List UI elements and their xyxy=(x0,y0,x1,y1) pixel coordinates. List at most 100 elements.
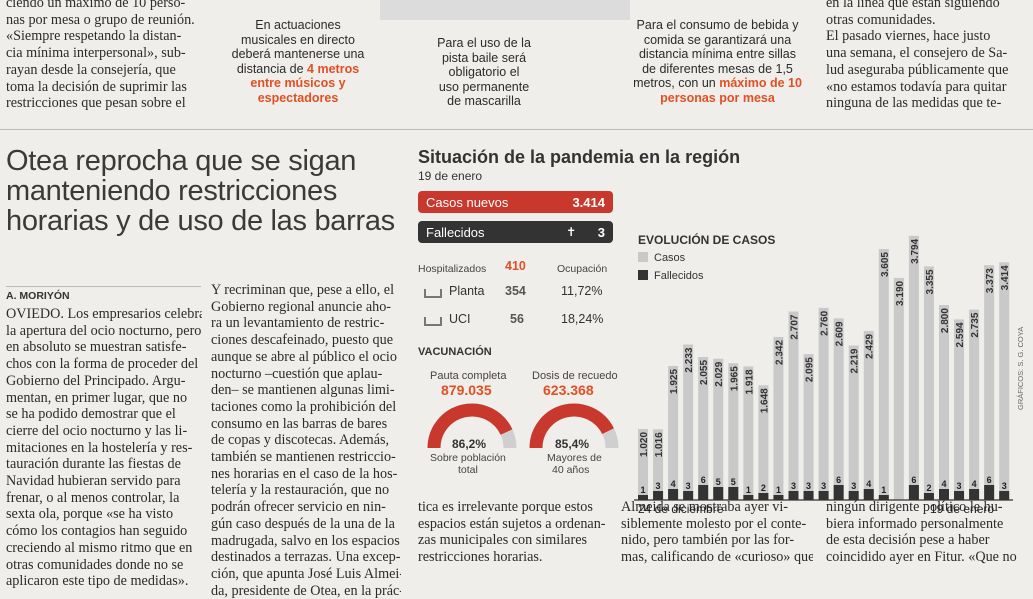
cases-value-label: 3.605 xyxy=(880,252,891,277)
cases-value-label: 2.735 xyxy=(970,312,981,337)
graphics-credit: GRÁFICOS: S. G. COYA xyxy=(1016,326,1025,410)
text-line: mentan, en primer lugar, que no xyxy=(6,389,188,406)
pauta-value: 879.035 xyxy=(441,382,492,398)
deaths-value-label: 4 xyxy=(866,479,871,489)
text-line: restricciones horarias. xyxy=(418,549,543,566)
text-line: nas por mesa o grupo de reunión. xyxy=(6,11,195,28)
deaths-value-label: 6 xyxy=(911,475,916,485)
cases-bar xyxy=(713,358,724,500)
x-end-label: 19 de enero xyxy=(930,502,994,516)
deaths-bar xyxy=(878,495,889,500)
deaths-bar xyxy=(833,485,844,500)
cases-bar xyxy=(848,345,859,500)
text-line: zas municipales con similares xyxy=(418,532,588,549)
pauta-sub-1: Sobre población xyxy=(430,452,506,464)
text-line: restricciones que pesan sobre el xyxy=(6,95,186,112)
planta-label: Planta xyxy=(449,284,485,298)
x-start-label: 24 de diciembre xyxy=(638,502,724,516)
caption-line: En actuaciones xyxy=(255,18,341,32)
booster-sub-1: Mayores de xyxy=(547,452,602,464)
deaths-bar xyxy=(638,495,648,500)
text-line: de copas y discotecas. Además, xyxy=(211,432,390,449)
deaths-bar xyxy=(668,489,679,500)
deaths-value-label: 3 xyxy=(1002,481,1007,491)
caption-line: Para el uso de la xyxy=(437,36,531,50)
cases-value-label: 1.925 xyxy=(669,369,680,394)
deaths-value-label: 3 xyxy=(686,481,691,491)
text-line: Gobierno del Principado. Argu- xyxy=(6,372,186,389)
cases-bar xyxy=(683,344,694,500)
text-line: aplicaron este tipo de medidas». xyxy=(6,573,189,590)
text-line: de esta decisión pese a haber xyxy=(826,532,990,549)
pauta-gauge xyxy=(427,403,517,449)
deaths-bar xyxy=(954,491,965,500)
deaths-value-label: 6 xyxy=(701,475,706,485)
text-line: Gobierno regional anuncie aho- xyxy=(211,298,392,315)
top-column-1: ciendo un máximo de 10 perso-nas por mes… xyxy=(6,0,196,112)
text-line: telería y la restauración, que no xyxy=(211,482,390,499)
text-line: una semana, el consejero de Sa- xyxy=(826,45,1008,62)
deaths-bar xyxy=(773,495,784,500)
deaths-value-label: 6 xyxy=(987,475,992,485)
text-line: Almeida se mostraba ayer vi- xyxy=(621,499,789,515)
text-line: mitaciones en la hostelería y res- xyxy=(6,439,193,456)
cases-bar xyxy=(803,354,814,500)
caption-line: distancia mínima entre sillas xyxy=(638,47,796,61)
article-column-5: ningún dirigente político le hu-biera in… xyxy=(826,499,1018,566)
deaths-value-label: 1 xyxy=(881,485,886,495)
text-line: toma la decisión de suprimir las xyxy=(6,78,187,95)
deaths-bar xyxy=(788,491,799,500)
deaths-pill: Fallecidos ✝ 3 xyxy=(418,221,613,243)
cases-bar xyxy=(668,365,679,500)
cases-value-label: 1.965 xyxy=(729,366,740,391)
cases-value-label: 2.707 xyxy=(790,314,801,339)
author-rule xyxy=(6,286,201,287)
caption-musicians: En actuaciones musicales en directo deberá… xyxy=(228,18,368,105)
cases-bar xyxy=(698,356,709,500)
deaths-value-label: 3 xyxy=(821,481,826,491)
text-line: espacios están sujetos a ordenan- xyxy=(418,515,606,532)
text-line: taciones como la prohibición del xyxy=(211,398,397,415)
deaths-bar xyxy=(713,487,724,500)
cases-bar xyxy=(999,262,1010,500)
cases-value-label: 2.800 xyxy=(940,308,951,333)
text-line: sexta ola, porque «se ha visto xyxy=(6,506,174,523)
cases-bar xyxy=(743,366,754,500)
text-line: OVIEDO. Los empresarios celebran xyxy=(6,306,202,322)
cases-bar xyxy=(728,363,739,500)
text-line: ciendo un máximo de 10 perso- xyxy=(6,0,186,11)
cases-bar xyxy=(939,305,949,500)
text-line: aunque se abre al público el ocio xyxy=(211,348,397,365)
caption-dancefloor: Para el uso de la pista baile será obligat… xyxy=(424,36,544,109)
caption-line: uso permanente xyxy=(438,79,530,94)
cases-value-label: 1.020 xyxy=(639,432,650,457)
booster-percent: 85,4% xyxy=(555,437,590,451)
cases-value-label: 2.429 xyxy=(865,333,876,358)
deaths-value-label: 3 xyxy=(806,481,811,491)
deaths-value-label: 2 xyxy=(926,483,931,493)
text-line: otras comunidades donde no se xyxy=(6,556,184,573)
occupancy-label: Ocupación xyxy=(557,263,608,275)
deaths-value-label: 6 xyxy=(836,475,841,485)
chart-title: EVOLUCIÓN DE CASOS xyxy=(638,232,775,247)
planta-value: 354 xyxy=(505,284,526,298)
cases-value-label: 3.373 xyxy=(985,268,996,293)
deaths-bar xyxy=(984,485,995,500)
gauge-fill xyxy=(427,403,513,449)
cases-bar xyxy=(653,429,664,500)
cases-bar xyxy=(758,385,769,500)
caption-line: de mascarilla xyxy=(447,94,521,108)
deaths-value-label: 4 xyxy=(941,479,946,489)
deaths-value-label: 3 xyxy=(656,481,661,491)
caption-line: pista baile será xyxy=(441,50,527,65)
illustration-floor xyxy=(380,0,630,20)
pauta-label: Pauta completa xyxy=(430,370,507,382)
text-line: se ha podido demostrar que el xyxy=(6,406,176,423)
infographic-date: 19 de enero xyxy=(418,169,483,183)
caption-line: obligatorio el xyxy=(448,65,520,79)
cases-bar xyxy=(984,265,995,500)
deaths-value-label: 2 xyxy=(761,483,766,493)
cross-icon: ✝ xyxy=(566,225,577,239)
deaths-value-label: 4 xyxy=(671,479,676,489)
cases-bar xyxy=(818,307,829,500)
